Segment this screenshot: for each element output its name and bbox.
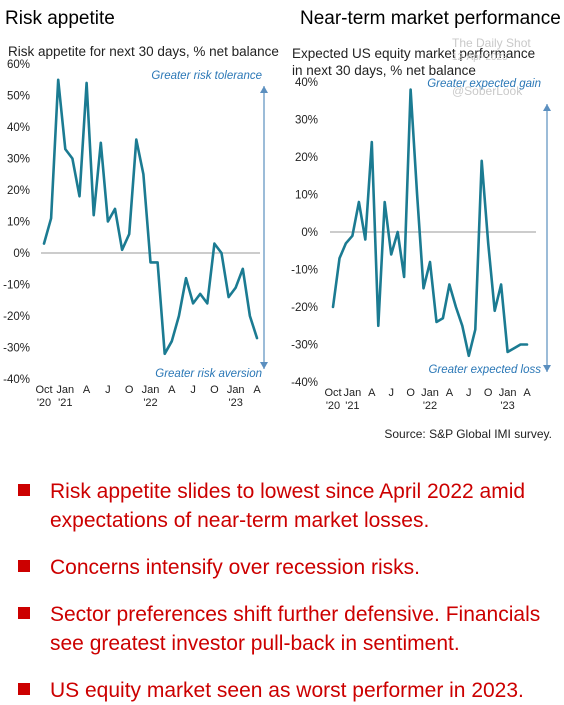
y-tick-label: 30% xyxy=(295,115,318,127)
y-tick-label: 50% xyxy=(7,91,30,103)
x-tick-sublabel: '22 xyxy=(143,397,157,409)
x-tick-label: Oct xyxy=(324,387,341,399)
annotation-top: Greater risk tolerance xyxy=(151,70,262,82)
series-line xyxy=(42,78,259,356)
watermark-line-2: 12-Apr-2023 xyxy=(452,52,508,63)
y-tick-label: 60% xyxy=(7,59,30,71)
x-tick-sublabel: '23 xyxy=(500,400,514,412)
x-tick-label: O xyxy=(210,384,219,396)
y-tick-label: 40% xyxy=(295,77,318,89)
x-tick-sublabel: '20 xyxy=(326,400,340,412)
y-tick-label: 0% xyxy=(13,248,30,260)
x-tick-sublabel: '21 xyxy=(58,397,72,409)
x-tick-label: J xyxy=(466,387,472,399)
bullet-item: Concerns intensify over recession risks. xyxy=(14,553,559,582)
y-tick-label: -40% xyxy=(291,377,318,389)
bullet-text: US equity market seen as worst performer… xyxy=(50,679,524,702)
bullet-text: Risk appetite slides to lowest since Apr… xyxy=(50,480,526,532)
bullet-item: Risk appetite slides to lowest since Apr… xyxy=(14,477,559,535)
bullet-text: Concerns intensify over recession risks. xyxy=(50,556,420,579)
y-tick-label: -20% xyxy=(291,302,318,314)
bullet-square-icon xyxy=(18,607,30,619)
y-tick-label: -40% xyxy=(3,374,30,386)
y-tick-label: 20% xyxy=(7,185,30,197)
arrow-down-icon xyxy=(543,365,551,372)
right-chart-subtitle: Expected US equity market performance in… xyxy=(292,46,536,78)
y-tick-label: 30% xyxy=(7,154,30,166)
x-tick-label: Jan xyxy=(421,387,439,399)
x-tick-label: Jan xyxy=(227,384,245,396)
annotation-bottom: Greater expected loss xyxy=(428,364,541,376)
charts-canvas: 60%50%40%30%20%10%0%-10%-20%-30%-40%Oct'… xyxy=(3,59,551,412)
y-tick-label: -10% xyxy=(291,265,318,277)
x-tick-label: A xyxy=(368,387,376,399)
y-tick-label: 10% xyxy=(7,217,30,229)
watermark-line-3: @SoberLook xyxy=(452,84,523,98)
x-tick-label: A xyxy=(168,384,176,396)
x-tick-label: Jan xyxy=(56,384,74,396)
bullet-list: Risk appetite slides to lowest since Apr… xyxy=(14,477,559,705)
x-tick-label: O xyxy=(125,384,134,396)
watermark-line-1: The Daily Shot xyxy=(452,36,531,50)
arrow-up-icon xyxy=(260,86,268,93)
left-chart-subtitle: Risk appetite for next 30 days, % net ba… xyxy=(8,44,279,59)
y-tick-label: 20% xyxy=(295,152,318,164)
source-note: Source: S&P Global IMI survey. xyxy=(384,427,552,441)
series-line xyxy=(331,88,529,358)
bullet-square-icon xyxy=(18,560,30,572)
x-tick-label: A xyxy=(446,387,454,399)
x-tick-label: Jan xyxy=(142,384,160,396)
x-tick-label: J xyxy=(190,384,196,396)
right-chart-title: Near-term market performance xyxy=(300,8,561,29)
x-tick-sublabel: '22 xyxy=(423,400,437,412)
x-tick-label: J xyxy=(105,384,111,396)
bullet-item: Sector preferences shift further defensi… xyxy=(14,600,559,658)
y-tick-label: -10% xyxy=(3,280,30,292)
x-tick-label: A xyxy=(253,384,261,396)
x-tick-sublabel: '21 xyxy=(345,400,359,412)
x-tick-label: O xyxy=(406,387,415,399)
arrow-down-icon xyxy=(260,362,268,369)
x-tick-label: Oct xyxy=(35,384,52,396)
bullet-text: Sector preferences shift further defensi… xyxy=(50,603,541,655)
x-tick-label: O xyxy=(484,387,493,399)
x-tick-sublabel: '23 xyxy=(229,397,243,409)
x-tick-sublabel: '20 xyxy=(37,397,51,409)
arrow-up-icon xyxy=(543,104,551,111)
y-tick-label: 0% xyxy=(301,227,318,239)
annotation-top: Greater expected gain xyxy=(427,78,541,90)
y-tick-label: -30% xyxy=(291,340,318,352)
annotation-bottom: Greater risk aversion xyxy=(155,368,262,380)
x-tick-label: J xyxy=(388,387,394,399)
bullet-item: US equity market seen as worst performer… xyxy=(14,676,559,705)
y-tick-label: 40% xyxy=(7,122,30,134)
x-tick-label: Jan xyxy=(344,387,362,399)
y-tick-label: -30% xyxy=(3,343,30,355)
y-tick-label: 10% xyxy=(295,190,318,202)
y-tick-label: -20% xyxy=(3,311,30,323)
x-tick-label: Jan xyxy=(499,387,517,399)
bullet-square-icon xyxy=(18,683,30,695)
bullet-square-icon xyxy=(18,484,30,496)
left-chart-title: Risk appetite xyxy=(5,8,115,29)
x-tick-label: A xyxy=(83,384,91,396)
x-tick-label: A xyxy=(523,387,531,399)
